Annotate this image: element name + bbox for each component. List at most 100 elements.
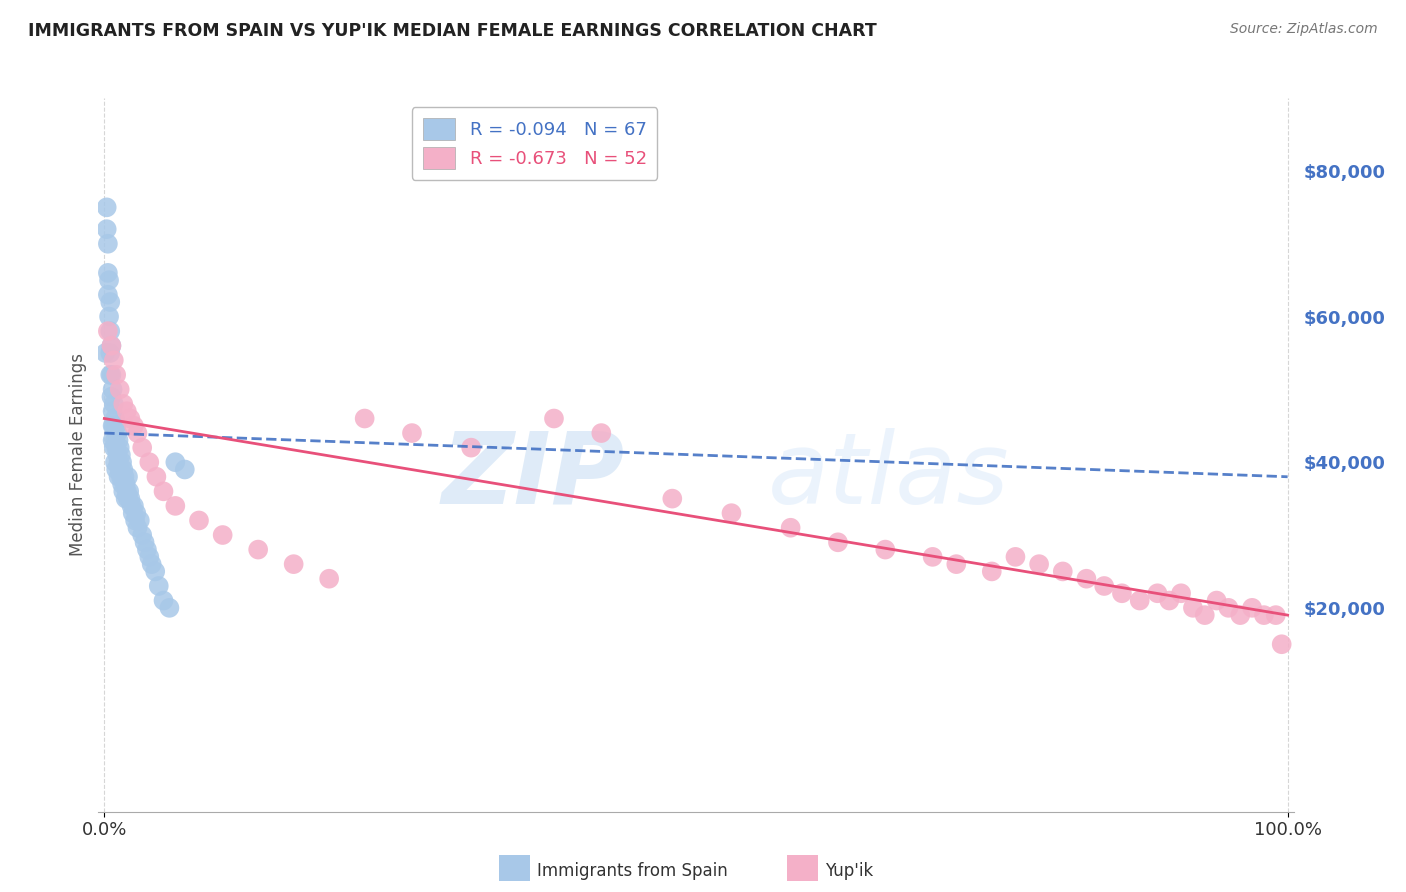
Point xyxy=(318,572,340,586)
Point xyxy=(120,411,142,425)
Point xyxy=(131,528,153,542)
Point xyxy=(94,346,117,360)
Point xyxy=(103,418,125,433)
Point xyxy=(1159,593,1181,607)
Text: atlas: atlas xyxy=(768,428,1010,524)
Legend: R = -0.094   N = 67, R = -0.673   N = 52: R = -0.094 N = 67, R = -0.673 N = 52 xyxy=(412,107,658,180)
Point xyxy=(127,521,149,535)
Point xyxy=(117,469,139,483)
Point xyxy=(110,448,132,462)
Point xyxy=(460,441,482,455)
Point xyxy=(143,565,166,579)
Point xyxy=(100,390,122,404)
Point xyxy=(104,434,127,448)
Point xyxy=(1129,593,1152,607)
Point xyxy=(1076,572,1098,586)
Point xyxy=(112,462,135,476)
Point xyxy=(98,324,121,338)
Point xyxy=(111,455,134,469)
Point xyxy=(97,287,120,301)
Point xyxy=(138,455,160,469)
Point xyxy=(98,310,121,324)
Point xyxy=(875,542,897,557)
Point xyxy=(97,266,120,280)
Text: Source: ZipAtlas.com: Source: ZipAtlas.com xyxy=(1230,22,1378,37)
Point xyxy=(120,491,142,506)
Point xyxy=(105,441,128,455)
Point xyxy=(283,557,305,571)
Point xyxy=(720,506,742,520)
Point xyxy=(401,426,423,441)
Point xyxy=(107,455,129,469)
Point xyxy=(112,484,135,499)
Point xyxy=(131,441,153,455)
Point xyxy=(115,484,138,499)
Point xyxy=(353,411,375,425)
Point xyxy=(122,499,145,513)
Point xyxy=(97,236,120,251)
Point xyxy=(165,455,187,469)
Point xyxy=(1170,586,1192,600)
Point xyxy=(114,491,136,506)
Point xyxy=(114,477,136,491)
Point xyxy=(827,535,849,549)
Point xyxy=(117,491,139,506)
Point xyxy=(108,383,131,397)
Point xyxy=(1028,557,1050,571)
Point xyxy=(103,441,125,455)
Point xyxy=(1264,608,1286,623)
Point xyxy=(98,346,121,360)
Point xyxy=(100,339,122,353)
Point xyxy=(157,600,180,615)
Point xyxy=(108,462,131,476)
Point xyxy=(96,200,118,214)
Point xyxy=(105,448,128,462)
Point xyxy=(152,484,174,499)
Point xyxy=(1229,608,1251,623)
Point xyxy=(100,339,122,353)
Point xyxy=(1271,637,1294,651)
Point xyxy=(115,404,138,418)
Point xyxy=(1181,600,1204,615)
Y-axis label: Median Female Earnings: Median Female Earnings xyxy=(69,353,87,557)
Point xyxy=(127,426,149,441)
Point xyxy=(105,462,128,476)
Point xyxy=(128,513,150,527)
Point xyxy=(97,324,120,338)
Point xyxy=(121,506,143,520)
Point xyxy=(165,499,187,513)
Point xyxy=(118,484,141,499)
Point xyxy=(1052,565,1074,579)
Point xyxy=(1253,608,1275,623)
Point xyxy=(1092,579,1115,593)
Point xyxy=(103,397,125,411)
Point xyxy=(1241,600,1264,615)
Point xyxy=(148,579,170,593)
Point xyxy=(211,528,233,542)
Point xyxy=(114,469,136,483)
Point xyxy=(1146,586,1168,600)
Point xyxy=(136,542,159,557)
Point xyxy=(111,477,134,491)
Point xyxy=(108,441,131,455)
Point xyxy=(591,426,613,441)
Point xyxy=(980,565,1002,579)
Point xyxy=(121,499,143,513)
Point xyxy=(945,557,967,571)
Point xyxy=(661,491,683,506)
Point xyxy=(101,434,124,448)
Point xyxy=(103,353,125,368)
Point xyxy=(101,404,124,418)
Text: IMMIGRANTS FROM SPAIN VS YUP'IK MEDIAN FEMALE EARNINGS CORRELATION CHART: IMMIGRANTS FROM SPAIN VS YUP'IK MEDIAN F… xyxy=(28,22,877,40)
Point xyxy=(1218,600,1240,615)
Text: Immigrants from Spain: Immigrants from Spain xyxy=(537,862,728,880)
Point xyxy=(247,542,270,557)
Point xyxy=(141,557,163,571)
Point xyxy=(105,368,128,382)
Point xyxy=(105,426,128,441)
Point xyxy=(96,222,118,236)
Point xyxy=(188,513,211,527)
Text: Yup'ik: Yup'ik xyxy=(825,862,873,880)
Point xyxy=(104,411,127,425)
Point xyxy=(101,418,124,433)
